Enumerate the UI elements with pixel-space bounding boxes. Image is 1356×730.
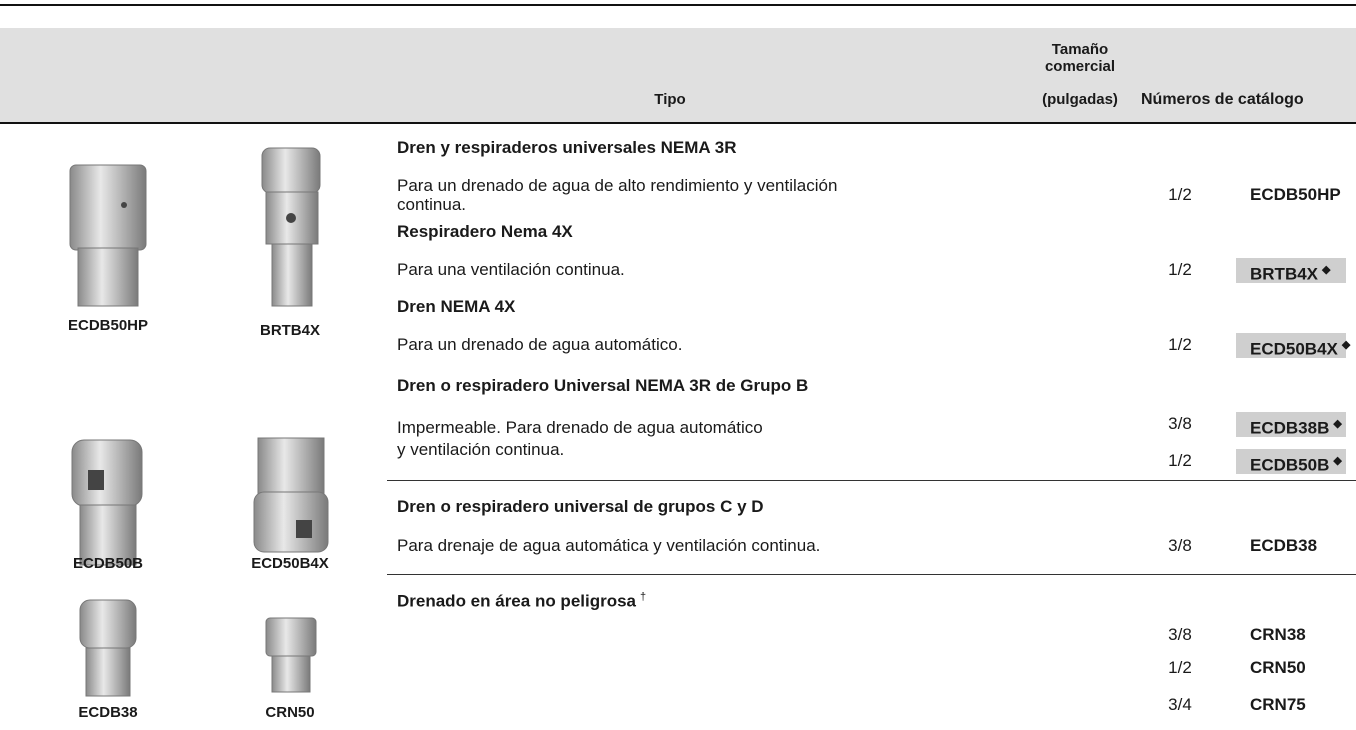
size: 3/8 [1168,625,1192,644]
size: 3/8 [1168,536,1192,555]
catalog-number: ECDB50B ◆ [1250,451,1342,476]
group-rule [387,574,1356,575]
group-title: Drenado en área no peligrosa † [397,587,646,612]
image-label: ECD50B4X [251,555,329,572]
title-text: Drenado en área no peligrosa [397,591,637,611]
catalog-number: ECDB50HP [1250,185,1341,204]
catalog-text: ECDB38B [1250,418,1330,438]
description: Para drenaje de agua automática y ventil… [397,536,821,555]
catalog-text: ECD50B4X [1250,339,1338,359]
group-title: Dren o respiradero Universal NEMA 3R de … [397,376,809,395]
catalog-number: ECDB38B ◆ [1250,414,1342,439]
image-label: BRTB4X [259,322,320,339]
group-rule [387,480,1356,481]
image-label: ECDB50HP [67,317,149,334]
catalog-number: BRTB4X ◆ [1250,260,1330,285]
mark: ◆ [1333,455,1342,467]
size: 1/2 [1168,451,1192,470]
mark: † [640,591,647,603]
description: y ventilación continua. [397,440,565,459]
catalog-shade [1236,258,1346,283]
header-band [0,28,1356,124]
size: 3/4 [1168,695,1192,714]
description: Para una ventilación continua. [397,260,625,279]
product-images [69,147,329,697]
header-size: Tamaño [1051,41,1109,58]
catalog-shade [1236,333,1346,358]
size: 1/2 [1168,185,1192,204]
catalog-number: CRN38 [1250,625,1306,644]
header-size: (pulgadas) [1042,91,1118,108]
catalog-number: ECDB38 [1250,536,1318,555]
header-size: comercial [1044,58,1116,75]
header-type: Tipo [654,91,686,108]
top-rule [0,4,1356,6]
catalog-shade [1236,412,1346,437]
size: 3/8 [1168,414,1192,433]
catalog-text: BRTB4X [1250,264,1319,284]
group-title: Dren y respiraderos universales NEMA 3R [397,138,737,157]
catalog-shade [1236,449,1346,474]
description: Impermeable. Para drenado de agua automá… [397,418,763,437]
catalog-text: ECDB50B [1250,455,1330,475]
description: Para un drenado de agua automático. [397,335,683,354]
mark: ◆ [1322,264,1331,276]
image-label: ECDB50B [72,555,144,572]
image-label: CRN50 [265,704,315,721]
size: 1/2 [1168,260,1192,279]
description: Para un drenado de agua de alto rendimie… [397,176,838,195]
group-title: Dren NEMA 4X [397,297,516,316]
group-title: Respiradero Nema 4X [397,222,573,241]
description: continua. [397,195,466,214]
catalog-number: CRN50 [1250,658,1306,677]
mark: ◆ [1333,418,1342,430]
catalog-number: CRN75 [1250,695,1306,714]
header-catalog: Números de catálogo [1141,91,1304,108]
group-title: Dren o respiradero universal de grupos C… [397,497,764,516]
catalog-number: ECD50B4X ◆ [1250,335,1350,360]
size: 1/2 [1168,335,1192,354]
image-label: ECDB38 [78,704,138,721]
size: 1/2 [1168,658,1192,677]
mark: ◆ [1341,339,1351,351]
